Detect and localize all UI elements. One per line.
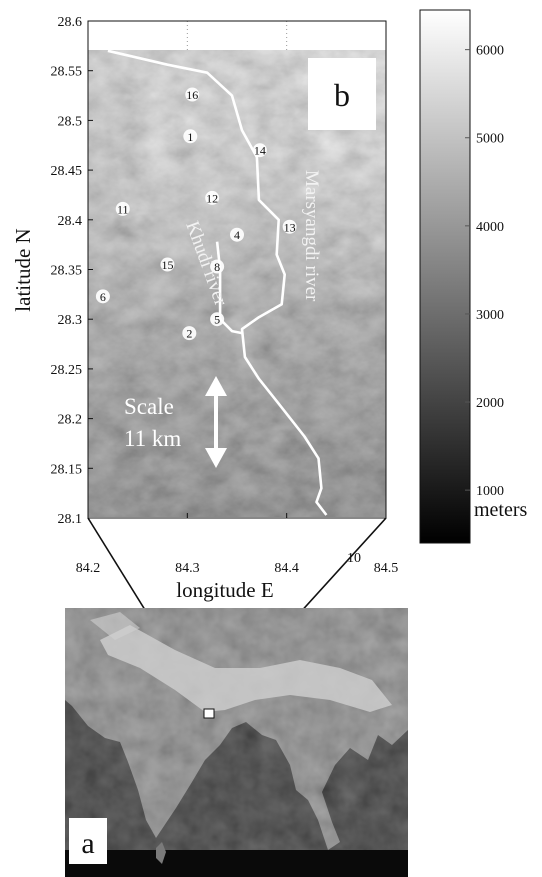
marsyangdi-river-label: Marsyangdi river xyxy=(301,170,322,302)
x-tick-label: 84.4 xyxy=(274,561,299,576)
site-label: 14 xyxy=(254,144,266,158)
site-label: 11 xyxy=(117,202,129,216)
site-marker: 14 xyxy=(253,143,267,158)
colorbar-tick-label: 2000 xyxy=(476,396,504,411)
site-label: 12 xyxy=(206,191,218,205)
site-marker: 15 xyxy=(160,258,174,273)
y-axis-label: latitude N xyxy=(11,228,35,311)
colorbar-tick-label: 6000 xyxy=(476,44,504,59)
site-marker: 12 xyxy=(205,191,219,206)
colorbar-tick-label: 3000 xyxy=(476,308,504,323)
panel-a-label: a xyxy=(81,827,94,860)
y-tick-label: 28.35 xyxy=(51,264,83,279)
x-axis-ticks: 84.2 84.3 84.4 84.5 xyxy=(76,513,399,576)
colorbar-tick-label: 5000 xyxy=(476,132,504,147)
colorbar-tick-label: 4000 xyxy=(476,220,504,235)
site-marker: 16 xyxy=(185,88,199,103)
y-axis-ticks: 28.6 28.55 28.5 28.45 28.4 28.35 28.3 28.25 28.2… xyxy=(51,15,94,527)
x-tick-label: 84.2 xyxy=(76,561,101,576)
y-tick-label: 28.45 xyxy=(51,164,83,179)
site-label: 16 xyxy=(186,88,198,102)
site-label: 1 xyxy=(187,130,193,144)
colorbar-gradient xyxy=(420,10,470,543)
site-marker: 13 xyxy=(283,220,297,235)
site-label: 6 xyxy=(100,290,106,304)
site-label: 13 xyxy=(284,220,296,234)
y-tick-label: 28.4 xyxy=(58,214,83,229)
site-label: 5 xyxy=(214,313,220,327)
x-axis-label: longitude E xyxy=(176,578,273,602)
panel-a-inset-map: a xyxy=(65,608,408,877)
y-tick-label: 28.5 xyxy=(58,114,83,129)
scale-title: Scale xyxy=(124,394,174,419)
y-tick-label: 28.3 xyxy=(58,313,83,328)
colorbar: 6000 5000 4000 3000 2000 1000 meters xyxy=(420,10,528,543)
y-tick-label: 28.6 xyxy=(58,15,83,30)
site-label: 15 xyxy=(161,258,173,272)
x-tick-label: 84.5 xyxy=(374,561,399,576)
site-label: 2 xyxy=(186,327,192,341)
scale-value: 11 km xyxy=(124,426,181,451)
x-tick-label: 84.3 xyxy=(175,561,200,576)
y-tick-label: 28.55 xyxy=(51,65,83,80)
study-area-marker xyxy=(204,709,214,718)
y-tick-label: 28.25 xyxy=(51,363,83,378)
y-tick-label: 28.1 xyxy=(58,512,83,527)
y-tick-label: 28.15 xyxy=(51,462,83,477)
colorbar-ticks: 6000 5000 4000 3000 2000 1000 xyxy=(465,44,504,499)
y-tick-label: 28.2 xyxy=(58,413,83,428)
panel-b-label: b xyxy=(334,77,350,113)
colorbar-unit: meters xyxy=(474,499,528,521)
site-label: 4 xyxy=(234,228,240,242)
site-marker: 11 xyxy=(116,202,130,217)
colorbar-tick-label: 1000 xyxy=(476,484,504,499)
